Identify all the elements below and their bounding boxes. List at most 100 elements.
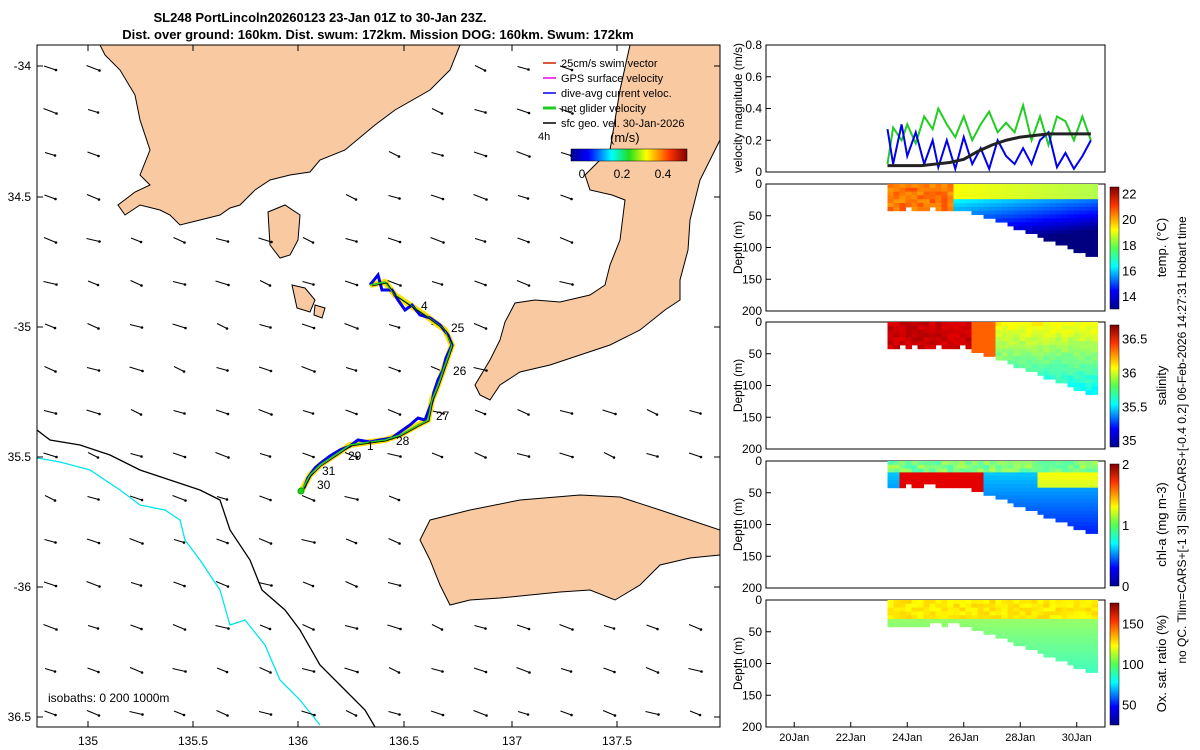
section-cell <box>1091 199 1098 204</box>
section-cell <box>1073 506 1080 511</box>
section-cell <box>983 483 990 489</box>
section-colorbar-tick: 36 <box>1122 365 1136 380</box>
current-arrow-head <box>312 628 315 631</box>
section-cell <box>935 607 942 612</box>
section-cell <box>1001 615 1008 620</box>
section-cell <box>1079 248 1086 254</box>
section-cell <box>959 476 966 481</box>
section-cell <box>1055 630 1062 635</box>
section-cell <box>971 600 978 605</box>
section-cell <box>905 329 912 334</box>
section-cell <box>1073 214 1080 219</box>
section-cell <box>1085 518 1092 523</box>
section-cell <box>899 468 906 473</box>
section-cell <box>1073 229 1080 234</box>
section-cell <box>935 611 942 616</box>
section-cell <box>1085 491 1092 496</box>
current-arrow <box>387 453 401 457</box>
section-cell <box>1007 461 1014 466</box>
section-cell <box>1007 360 1014 365</box>
section-cell <box>917 476 924 481</box>
section-cell <box>1037 191 1044 196</box>
section-cell <box>1001 337 1008 342</box>
section-cell <box>989 325 996 331</box>
section-cell <box>1061 367 1068 372</box>
section-cell <box>1019 225 1026 231</box>
section-cell <box>1073 638 1080 643</box>
land-island-b <box>313 304 326 319</box>
section-cell <box>989 348 996 353</box>
section-cell <box>905 337 912 342</box>
section-cell <box>1061 630 1068 635</box>
current-arrow <box>216 667 228 673</box>
current-arrow <box>387 237 401 243</box>
current-arrow <box>517 711 529 715</box>
section-cell <box>1055 510 1062 515</box>
section-cell <box>1055 367 1062 372</box>
section-cell <box>1055 210 1062 215</box>
section-cell <box>923 341 930 346</box>
section-cell <box>1031 325 1038 331</box>
section-cell <box>1013 206 1020 212</box>
section-cell <box>893 333 900 338</box>
section-cell <box>971 619 978 624</box>
section-cell <box>887 622 894 628</box>
section-cell <box>1061 619 1068 624</box>
section-cell <box>1043 184 1050 189</box>
section-cell <box>887 476 894 481</box>
section-cell <box>1037 468 1044 473</box>
section-cell <box>1085 229 1092 234</box>
section-cell <box>1049 480 1056 485</box>
section-cell <box>1073 653 1080 658</box>
section-cell <box>899 337 906 342</box>
section-cell <box>1001 472 1008 477</box>
section-cell <box>917 483 924 489</box>
section-cell <box>935 600 942 605</box>
section-cell <box>1061 649 1068 654</box>
section-colorbar-tick: 150 <box>1122 616 1144 631</box>
section-cell <box>1091 233 1098 238</box>
section-cell <box>989 607 996 612</box>
section-cell <box>887 337 894 342</box>
section-cell <box>1085 322 1092 327</box>
section-cell <box>1067 218 1074 223</box>
section-cell <box>989 206 996 212</box>
time-tick-label: 20Jan <box>779 732 809 744</box>
section-cell <box>1073 363 1080 369</box>
section-cell <box>923 600 930 605</box>
section-cell <box>959 464 966 470</box>
section-cell <box>1019 634 1026 639</box>
current-arrow-head <box>55 628 58 631</box>
current-arrow-head <box>699 455 703 459</box>
section-cell <box>1031 499 1038 504</box>
section-cell <box>1007 603 1014 609</box>
section-cell <box>965 344 972 350</box>
section-cell <box>959 203 966 208</box>
section-cell <box>887 461 894 466</box>
current-arrow-head <box>54 412 58 415</box>
section-cell <box>1007 337 1014 342</box>
section-y-tick-label: 200 <box>742 720 762 734</box>
current-arrow <box>559 410 573 414</box>
section-cell <box>1001 195 1008 200</box>
section-cell <box>989 341 996 346</box>
section-cell <box>1091 495 1098 500</box>
section-cell <box>1073 645 1080 650</box>
section-cell <box>1013 348 1020 353</box>
section-cell <box>1043 495 1050 500</box>
section-cell <box>1061 218 1068 223</box>
section-cell <box>1037 329 1044 334</box>
section-cell <box>1025 645 1032 650</box>
section-cell <box>899 187 906 193</box>
section-cell <box>1085 664 1092 670</box>
section-cell <box>1043 203 1050 208</box>
section-cell <box>1025 356 1032 361</box>
current-arrow <box>87 496 99 500</box>
velocity-series-line <box>886 124 1092 173</box>
current-arrow-head <box>571 112 574 115</box>
section-cell <box>1019 502 1026 508</box>
section-cell <box>953 472 960 477</box>
section-cell <box>899 329 906 334</box>
section-cell <box>1037 634 1044 639</box>
section-cell <box>1079 510 1086 515</box>
